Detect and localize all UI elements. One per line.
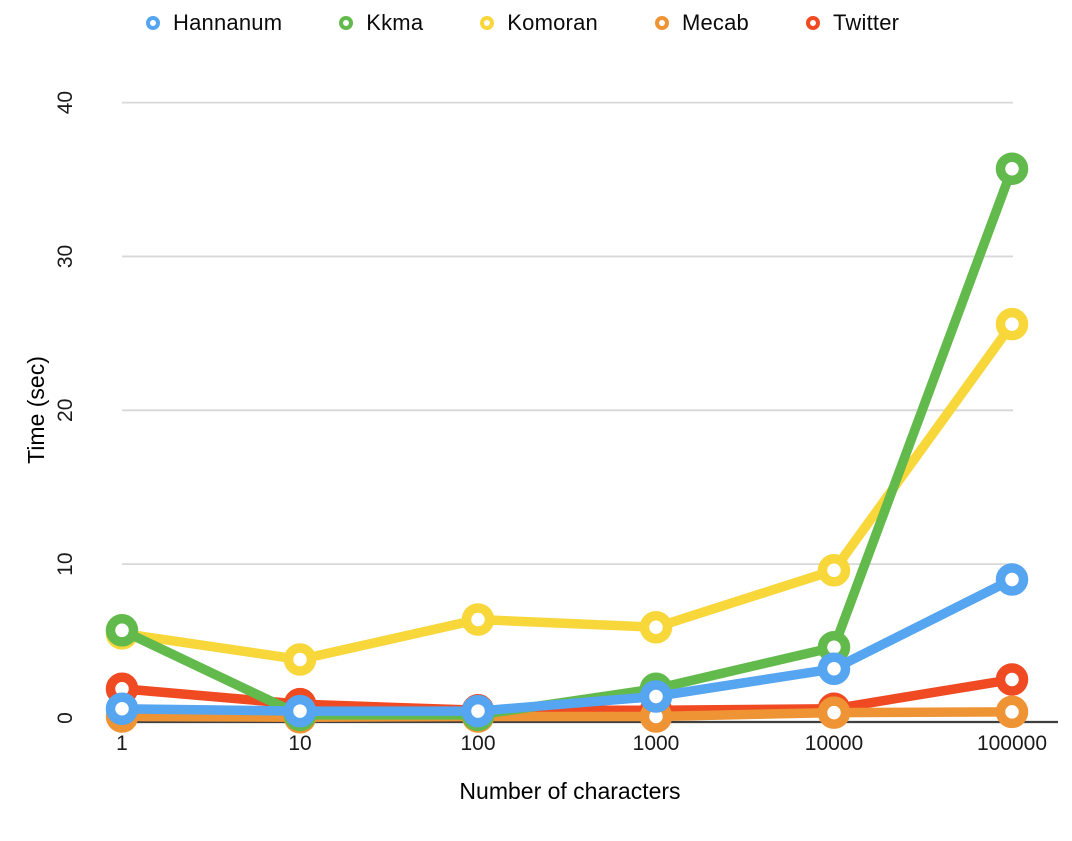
y-tick-10: 10 bbox=[54, 552, 77, 575]
data-point-komoran-1000 bbox=[639, 610, 673, 644]
data-point-hannanum-10000 bbox=[817, 652, 851, 686]
legend-label-komoran: Komoran bbox=[507, 10, 598, 35]
series-line-mecab bbox=[117, 707, 1017, 722]
data-point-komoran-100000 bbox=[995, 307, 1029, 341]
y-tick-40: 40 bbox=[54, 91, 77, 114]
y-axis-tick-labels: 0 10 20 30 40 bbox=[54, 91, 77, 724]
legend-ring-komoran bbox=[480, 16, 495, 30]
x-axis-tick-labels: 1 10 100 1000 10000 100000 bbox=[116, 732, 1047, 755]
legend-ring-hannanum bbox=[146, 16, 160, 30]
x-tick-100000: 100000 bbox=[977, 732, 1047, 755]
legend-ring-icon-komoran bbox=[480, 16, 495, 30]
data-point-komoran-100 bbox=[461, 603, 495, 636]
series-line-komoran bbox=[117, 319, 1017, 665]
y-axis-title: Time (sec) bbox=[23, 356, 49, 464]
y-tick-20: 20 bbox=[54, 399, 77, 422]
x-tick-10: 10 bbox=[288, 732, 311, 755]
series-hannanum bbox=[105, 563, 1029, 728]
x-tick-100: 100 bbox=[460, 732, 495, 755]
legend-label-mecab: Mecab bbox=[681, 10, 749, 35]
legend-label-hannanum: Hannanum bbox=[173, 10, 283, 35]
x-tick-10000: 10000 bbox=[805, 732, 863, 755]
legend-ring-icon-hannanum bbox=[146, 16, 160, 30]
data-point-kkma-1 bbox=[105, 614, 139, 647]
data-point-komoran-10 bbox=[283, 643, 317, 676]
legend-ring-twitter bbox=[806, 16, 820, 30]
series-komoran bbox=[105, 307, 1029, 676]
legend-ring-kkma bbox=[339, 16, 354, 30]
legend-ring-icon-twitter bbox=[806, 16, 820, 30]
data-point-mecab-100000 bbox=[995, 695, 1029, 729]
series-line-hannanum bbox=[117, 574, 1017, 716]
legend-ring-mecab bbox=[654, 16, 669, 30]
legend-ring-icon-kkma bbox=[339, 16, 354, 30]
data-point-hannanum-1 bbox=[105, 692, 139, 726]
data-point-komoran-10000 bbox=[817, 554, 851, 587]
data-point-hannanum-100 bbox=[461, 694, 495, 728]
data-point-twitter-100000 bbox=[995, 663, 1029, 696]
series-layer bbox=[105, 152, 1029, 734]
legend-item-kkma: Kkma bbox=[338, 10, 423, 36]
x-axis-title: Number of characters bbox=[459, 778, 680, 804]
legend-item-komoran: Komoran bbox=[479, 10, 598, 36]
legend-label-twitter: Twitter bbox=[833, 10, 900, 35]
y-tick-0: 0 bbox=[54, 712, 77, 724]
data-point-kkma-100000 bbox=[995, 152, 1029, 186]
chart-legend: Hannanum Kkma Komoran Mecab Twitter bbox=[145, 8, 899, 38]
legend-item-twitter: Twitter bbox=[805, 10, 899, 36]
y-tick-30: 30 bbox=[54, 245, 77, 268]
x-tick-1: 1 bbox=[116, 732, 128, 755]
series-line-kkma bbox=[117, 164, 1017, 720]
data-point-hannanum-10 bbox=[283, 694, 317, 728]
legend-ring-icon-mecab bbox=[654, 16, 669, 30]
legend-item-hannanum: Hannanum bbox=[145, 10, 282, 36]
data-point-hannanum-100000 bbox=[995, 563, 1029, 596]
legend-label-kkma: Kkma bbox=[366, 10, 424, 35]
data-point-mecab-10000 bbox=[817, 696, 851, 729]
x-tick-1000: 1000 bbox=[633, 732, 680, 755]
legend-item-mecab: Mecab bbox=[654, 10, 749, 36]
data-point-hannanum-1000 bbox=[639, 680, 673, 713]
